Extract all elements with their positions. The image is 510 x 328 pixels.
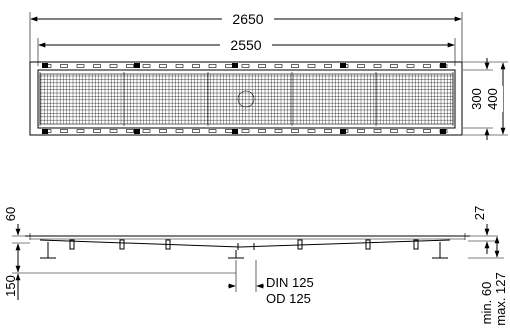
- overall-width-label: 400: [485, 88, 500, 110]
- dimension-flange-depth: 60: [3, 207, 30, 254]
- leveling-foot: [228, 250, 244, 259]
- leveling-foot: [40, 242, 56, 259]
- slot: [225, 64, 233, 68]
- adjust-min-label: min. 60: [479, 282, 494, 325]
- slot: [192, 64, 200, 68]
- slot: [76, 129, 85, 133]
- slot: [241, 64, 250, 68]
- channel-depth-label: 27: [472, 206, 487, 220]
- slot: [307, 129, 316, 133]
- channel-plan-outline: [29, 61, 463, 136]
- slot: [142, 64, 151, 68]
- slot: [373, 129, 382, 133]
- clip: [134, 63, 140, 68]
- dimension-overall-width: 400: [463, 61, 508, 136]
- slot: [93, 64, 101, 68]
- clip: [42, 129, 48, 134]
- slot: [423, 64, 431, 68]
- slot: [126, 129, 134, 133]
- dimension-grate-width: 300: [463, 58, 493, 140]
- clip: [440, 129, 446, 134]
- slot: [175, 64, 184, 68]
- edge-slots: [42, 63, 448, 134]
- dimension-channel-depth: 27: [468, 206, 498, 254]
- slot: [307, 64, 316, 68]
- channel-section-outline: [25, 233, 470, 250]
- slot: [274, 64, 283, 68]
- slot: [274, 129, 283, 133]
- slot: [159, 64, 167, 68]
- grate-width-label: 300: [469, 88, 484, 110]
- grate-length-label: 2550: [230, 37, 261, 53]
- slot: [324, 64, 332, 68]
- leveling-feet: [40, 242, 448, 259]
- slot: [406, 129, 415, 133]
- slot: [142, 129, 151, 133]
- slot: [60, 64, 68, 68]
- slot: [241, 129, 250, 133]
- support-bracket: [297, 239, 303, 250]
- overall-length-label: 2650: [232, 11, 263, 27]
- adjust-max-label: max. 127: [493, 272, 508, 325]
- support-bracket: [365, 239, 371, 250]
- clip: [440, 63, 446, 68]
- slot: [109, 129, 118, 133]
- slot: [208, 129, 217, 133]
- support-bracket: [413, 239, 419, 250]
- dimension-grate-length: 2550: [37, 37, 456, 66]
- dimension-overall-length: 2650: [29, 11, 463, 68]
- clip: [340, 129, 346, 134]
- slot: [208, 64, 217, 68]
- slot: [258, 64, 266, 68]
- slot: [390, 129, 398, 133]
- slot: [126, 64, 134, 68]
- slot: [60, 129, 68, 133]
- slot: [390, 64, 398, 68]
- slot: [76, 64, 85, 68]
- section-view: 60 150 DIN 125 OD 125 27: [3, 206, 508, 326]
- outlet-din-label: DIN 125: [266, 275, 314, 290]
- outlet-dimension: DIN 125 OD 125: [228, 260, 314, 306]
- slot: [291, 129, 299, 133]
- support-bracket: [119, 239, 125, 250]
- slot: [258, 129, 266, 133]
- slot: [291, 64, 299, 68]
- support-bracket: [165, 239, 171, 250]
- plan-view: 2650 2550 300: [29, 11, 508, 140]
- clip: [232, 63, 238, 68]
- slot: [192, 129, 200, 133]
- slot: [324, 129, 332, 133]
- slot: [93, 129, 101, 133]
- outlet-circle: [237, 90, 255, 108]
- support-brackets: [69, 239, 419, 250]
- slot: [175, 129, 184, 133]
- clip: [42, 63, 48, 68]
- slot: [423, 129, 431, 133]
- dimension-leveling-height: 150: [3, 244, 236, 300]
- leveling-height-label: 150: [3, 275, 18, 297]
- support-bracket: [69, 239, 75, 250]
- slot: [357, 64, 365, 68]
- leveling-foot: [432, 242, 448, 259]
- slot: [109, 64, 118, 68]
- slot: [225, 129, 233, 133]
- slot: [357, 129, 365, 133]
- grate-mesh: [39, 72, 454, 126]
- clip: [340, 63, 346, 68]
- slot: [406, 64, 415, 68]
- flange-depth-label: 60: [3, 207, 18, 221]
- slot: [373, 64, 382, 68]
- clip: [232, 129, 238, 134]
- slot: [159, 129, 167, 133]
- outlet-od-label: OD 125: [266, 291, 311, 306]
- dimension-adjust-range: min. 60 max. 127: [468, 236, 508, 326]
- clip: [134, 129, 140, 134]
